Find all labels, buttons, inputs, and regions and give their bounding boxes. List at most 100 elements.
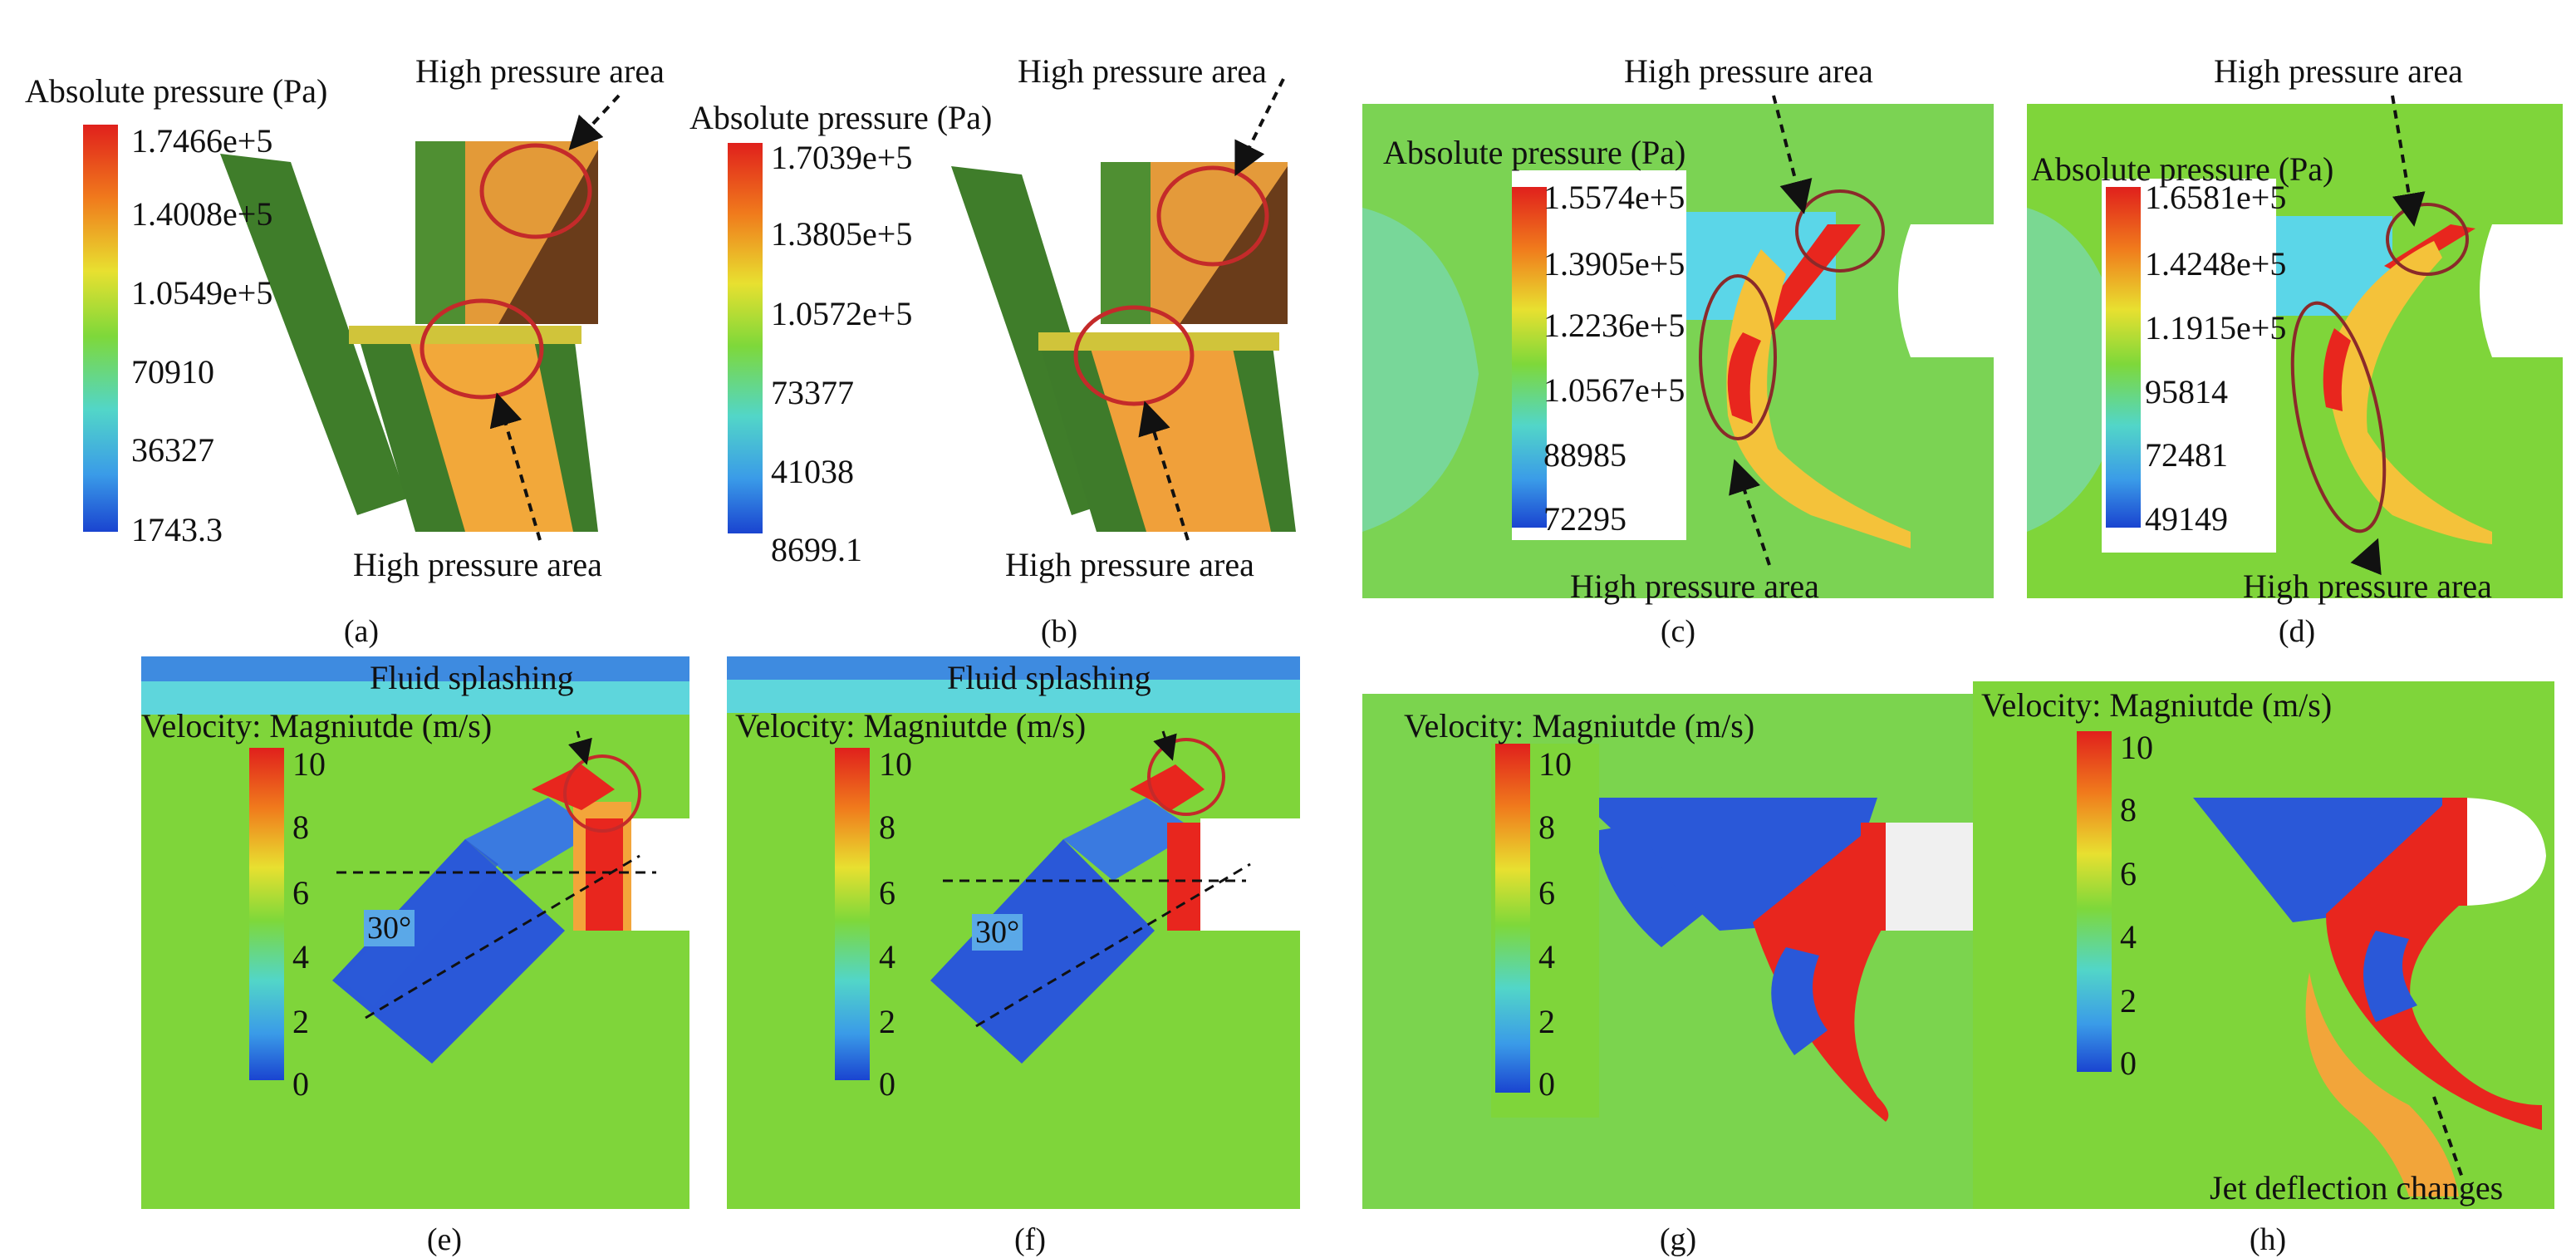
- tick-b-3: 73377: [771, 374, 854, 411]
- annotation-c-bottom: High pressure area: [1570, 568, 1819, 605]
- tick-c-5: 72295: [1543, 500, 1627, 538]
- tick-a-1: 1.4008e+5: [131, 195, 273, 233]
- tick-a-0: 1.7466e+5: [131, 122, 273, 160]
- tick-c-1: 1.3905e+5: [1543, 245, 1685, 283]
- annotation-d-bottom: High pressure area: [2243, 568, 2492, 605]
- tick-b-2: 1.0572e+5: [771, 295, 913, 332]
- tick-h-0: 10: [2120, 729, 2153, 766]
- tick-f-2: 6: [879, 874, 895, 912]
- field-h: [1973, 681, 2554, 1209]
- field-g: [1362, 694, 1994, 1209]
- ring-a-mid: [420, 298, 544, 400]
- caption-f: (f): [1014, 1222, 1046, 1257]
- ring-f: [1147, 738, 1225, 816]
- tick-b-5: 8699.1: [771, 531, 862, 568]
- chute-body-e: [332, 839, 565, 1064]
- colorbar-title-b: Absolute pressure (Pa): [689, 99, 993, 136]
- tick-g-2: 6: [1538, 874, 1555, 912]
- tick-d-0: 1.6581e+5: [2145, 179, 2287, 216]
- tick-e-1: 8: [292, 808, 309, 846]
- tick-f-5: 0: [879, 1065, 895, 1103]
- annotation-e: Fluid splashing: [370, 659, 574, 696]
- colorbar-d: [2106, 187, 2141, 528]
- colorbar-a: [83, 125, 118, 532]
- colorbar-f: [835, 748, 870, 1080]
- annotation-h: Jet deflection changes: [2210, 1169, 2504, 1206]
- ring-d-top: [2386, 203, 2469, 276]
- tick-b-0: 1.7039e+5: [771, 139, 913, 176]
- tick-a-3: 70910: [131, 353, 214, 391]
- tick-c-4: 88985: [1543, 436, 1627, 474]
- ring-a-top: [479, 143, 592, 239]
- tick-d-4: 72481: [2145, 436, 2228, 474]
- tick-c-0: 1.5574e+5: [1543, 179, 1685, 216]
- tick-d-2: 1.1915e+5: [2145, 309, 2287, 346]
- jet-h: [2326, 798, 2542, 1130]
- tick-b-4: 41038: [771, 453, 854, 490]
- tick-h-3: 4: [2120, 918, 2137, 956]
- colorbar-title-e: Velocity: Magniutde (m/s): [141, 707, 493, 744]
- tick-e-0: 10: [292, 745, 326, 783]
- caption-b: (b): [1040, 614, 1078, 649]
- colorbar-title-f: Velocity: Magniutde (m/s): [735, 707, 1087, 744]
- caption-c: (c): [1660, 614, 1696, 649]
- tick-g-0: 10: [1538, 745, 1572, 783]
- caption-e: (e): [426, 1222, 463, 1257]
- tick-h-1: 8: [2120, 791, 2137, 828]
- chute-body-f: [930, 839, 1155, 1064]
- jet-g: [1753, 823, 1889, 1122]
- angle-label-e: 30°: [364, 910, 415, 946]
- colorbar-g: [1495, 744, 1530, 1093]
- caption-d: (d): [2278, 614, 2316, 649]
- tick-c-3: 1.0567e+5: [1543, 371, 1685, 409]
- jet-d: [2326, 241, 2492, 544]
- annotation-f: Fluid splashing: [947, 659, 1151, 696]
- ring-b-top: [1156, 165, 1269, 267]
- tick-d-5: 49149: [2145, 500, 2228, 538]
- tick-d-1: 1.4248e+5: [2145, 245, 2287, 283]
- ring-b-mid: [1073, 305, 1195, 406]
- tick-e-3: 4: [292, 938, 309, 975]
- tick-g-4: 2: [1538, 1003, 1555, 1040]
- caption-a: (a): [343, 614, 380, 649]
- tick-h-2: 6: [2120, 855, 2137, 892]
- tick-b-1: 1.3805e+5: [771, 215, 913, 253]
- tick-e-5: 0: [292, 1065, 309, 1103]
- colorbar-title-a: Absolute pressure (Pa): [25, 72, 328, 110]
- colorbar-h: [2077, 731, 2112, 1072]
- tick-f-1: 8: [879, 808, 895, 846]
- tick-a-4: 36327: [131, 431, 214, 469]
- annotation-d-top: High pressure area: [2214, 52, 2463, 90]
- tick-g-1: 8: [1538, 808, 1555, 846]
- tick-a-2: 1.0549e+5: [131, 274, 273, 312]
- colorbar-title-c: Absolute pressure (Pa): [1383, 134, 1686, 171]
- annotation-a-bottom: High pressure area: [353, 546, 602, 583]
- annotation-c-top: High pressure area: [1624, 52, 1873, 90]
- tick-f-4: 2: [879, 1003, 895, 1040]
- tick-h-4: 2: [2120, 982, 2137, 1020]
- ring-c-top: [1795, 189, 1885, 273]
- caption-g: (g): [1659, 1222, 1697, 1257]
- annotation-b-top: High pressure area: [1018, 52, 1267, 90]
- colorbar-title-g: Velocity: Magniutde (m/s): [1404, 707, 1755, 744]
- tick-d-3: 95814: [2145, 373, 2228, 410]
- ring-d-mid: [2290, 301, 2387, 533]
- colorbar-title-h: Velocity: Magniutde (m/s): [1981, 686, 2333, 724]
- tick-f-0: 10: [879, 745, 912, 783]
- caption-h: (h): [2249, 1222, 2287, 1257]
- fin-a: [220, 154, 407, 515]
- ring-e: [563, 754, 641, 833]
- annotation-a-top: High pressure area: [415, 52, 665, 90]
- tick-e-2: 6: [292, 874, 309, 912]
- colorbar-title-d: Absolute pressure (Pa): [2031, 150, 2334, 188]
- tick-g-5: 0: [1538, 1065, 1555, 1103]
- angle-label-f: 30°: [972, 914, 1023, 951]
- tick-f-3: 4: [879, 938, 895, 975]
- colorbar-e: [249, 748, 284, 1080]
- annotation-b-bottom: High pressure area: [1005, 546, 1254, 583]
- tick-e-4: 2: [292, 1003, 309, 1040]
- tick-a-5: 1743.3: [131, 511, 223, 548]
- ring-c-mid: [1699, 274, 1777, 440]
